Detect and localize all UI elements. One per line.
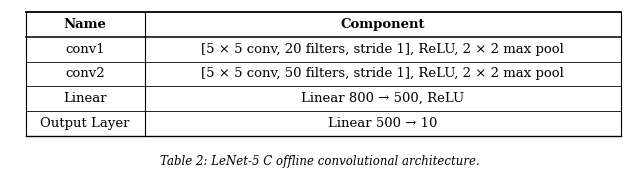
Text: [5 × 5 conv, 20 filters, stride 1], ReLU, 2 × 2 max pool: [5 × 5 conv, 20 filters, stride 1], ReLU… (202, 43, 564, 56)
Text: Component: Component (340, 18, 425, 31)
Text: Table 2: LeNet-5 C offline convolutional architecture.: Table 2: LeNet-5 C offline convolutional… (160, 155, 480, 168)
Text: Output Layer: Output Layer (40, 117, 130, 130)
Text: conv2: conv2 (65, 68, 105, 80)
Text: Name: Name (64, 18, 106, 31)
Text: Linear: Linear (63, 92, 107, 105)
Text: Linear 500 → 10: Linear 500 → 10 (328, 117, 437, 130)
Text: Linear 800 → 500, ReLU: Linear 800 → 500, ReLU (301, 92, 465, 105)
Text: conv1: conv1 (65, 43, 105, 56)
Text: [5 × 5 conv, 50 filters, stride 1], ReLU, 2 × 2 max pool: [5 × 5 conv, 50 filters, stride 1], ReLU… (202, 68, 564, 80)
